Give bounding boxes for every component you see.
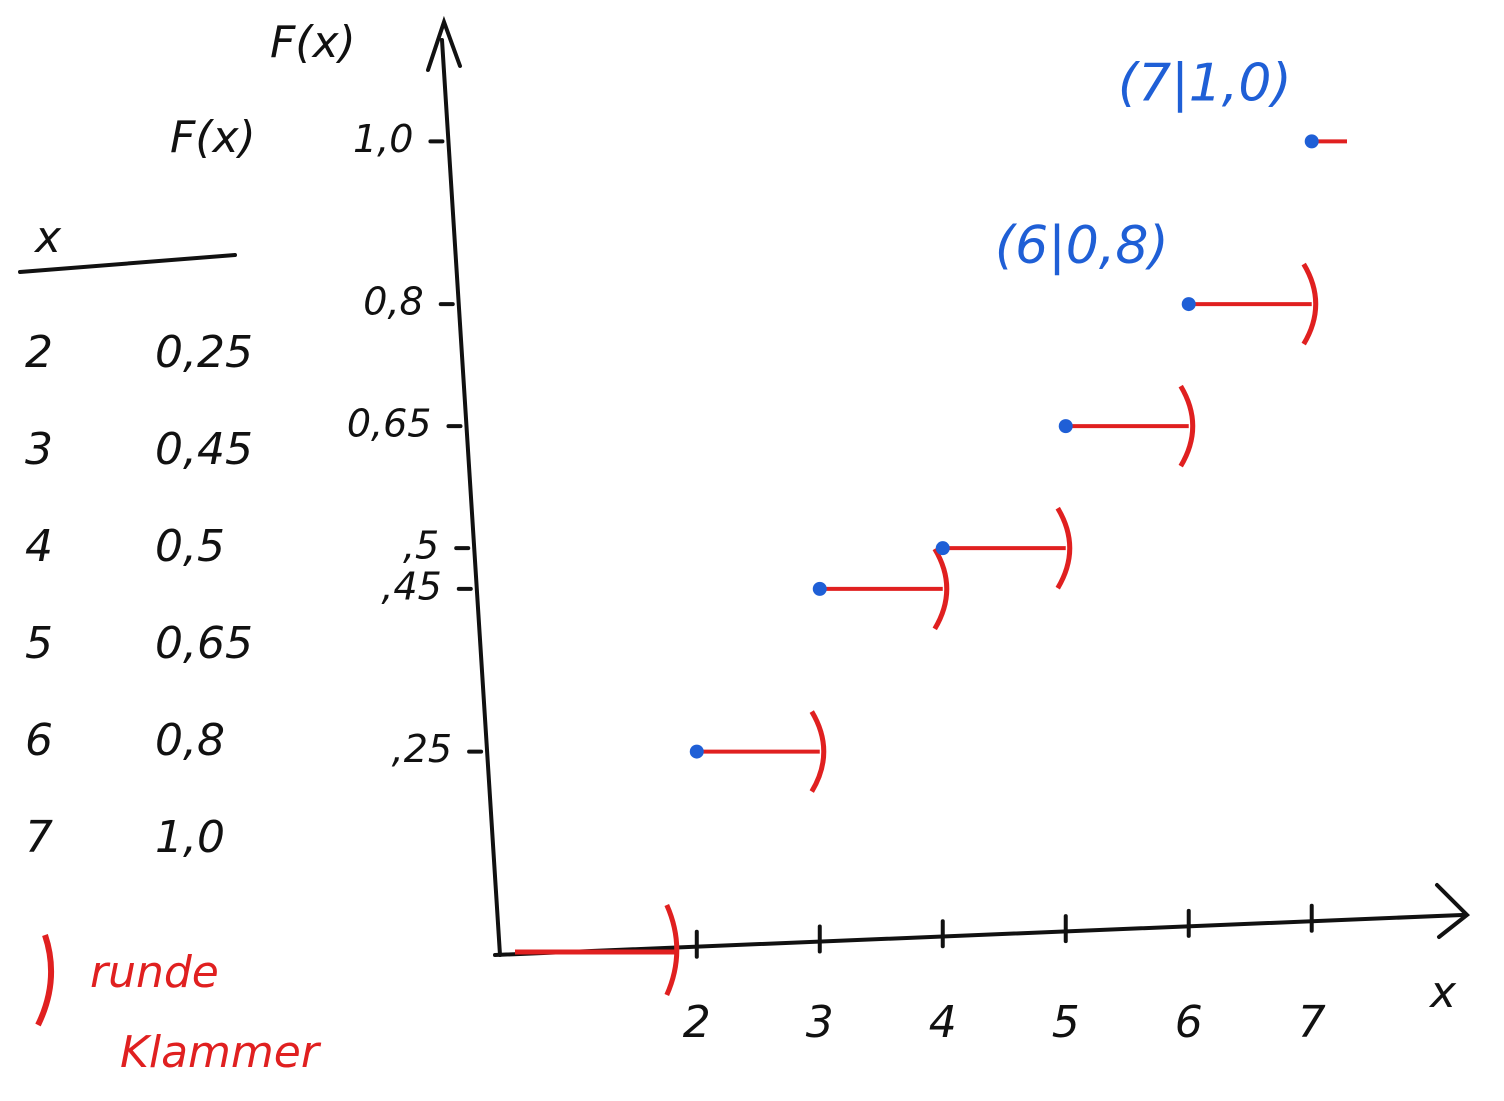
table-f: 1,0 (155, 812, 225, 863)
y-tick-label: ,45 (381, 564, 441, 608)
annotation: (6|0,8) (995, 216, 1169, 276)
annotation: (7|1,0) (1118, 53, 1292, 113)
closed-point (935, 541, 950, 556)
open-bracket (1301, 262, 1319, 346)
table-x: 2 (25, 327, 53, 378)
x-tick-label: 3 (806, 997, 834, 1048)
table-header-x: x (33, 212, 62, 263)
open-bracket (1178, 384, 1196, 468)
x-tick-label: 4 (929, 997, 957, 1048)
table-f: 0,8 (155, 715, 225, 766)
note: Klammer (120, 1027, 322, 1078)
open-bracket (1055, 506, 1073, 590)
table-f: 0,45 (155, 424, 253, 475)
table-rule (18, 253, 237, 274)
x-tick-label: 7 (1298, 997, 1326, 1048)
table-f: 0,25 (155, 327, 253, 378)
closed-point (812, 581, 827, 596)
closed-point (1304, 134, 1319, 149)
table-x: 3 (25, 424, 53, 475)
table-header-f: F(x) (170, 112, 256, 163)
open-bracket (932, 547, 950, 631)
x-axis (493, 883, 1471, 957)
y-tick-label: ,25 (392, 727, 452, 771)
x-axis-label: x (1428, 967, 1457, 1018)
table-x: 5 (25, 618, 53, 669)
note-bracket (35, 934, 55, 1027)
x-tick-label: 5 (1052, 997, 1080, 1048)
closed-point (1058, 419, 1073, 434)
open-bracket (809, 710, 827, 793)
table-f: 0,5 (155, 521, 225, 572)
x-tick-label: 6 (1175, 997, 1203, 1048)
table-x: 4 (25, 521, 53, 572)
zero-step (515, 903, 680, 997)
y-axis (426, 15, 502, 957)
y-tick-label: 1,0 (353, 117, 413, 161)
note: runde (90, 947, 219, 998)
table-f: 0,65 (155, 618, 253, 669)
y-tick-label: 0,8 (363, 280, 423, 324)
y-tick-label: 0,65 (347, 402, 432, 446)
closed-point (1181, 297, 1196, 312)
x-tick-label: 2 (683, 997, 711, 1048)
y-axis-label: F(x) (270, 17, 356, 68)
table-x: 6 (25, 715, 53, 766)
table-x: 7 (25, 812, 53, 863)
y-tick-label: ,5 (403, 524, 439, 568)
closed-point (689, 744, 704, 759)
